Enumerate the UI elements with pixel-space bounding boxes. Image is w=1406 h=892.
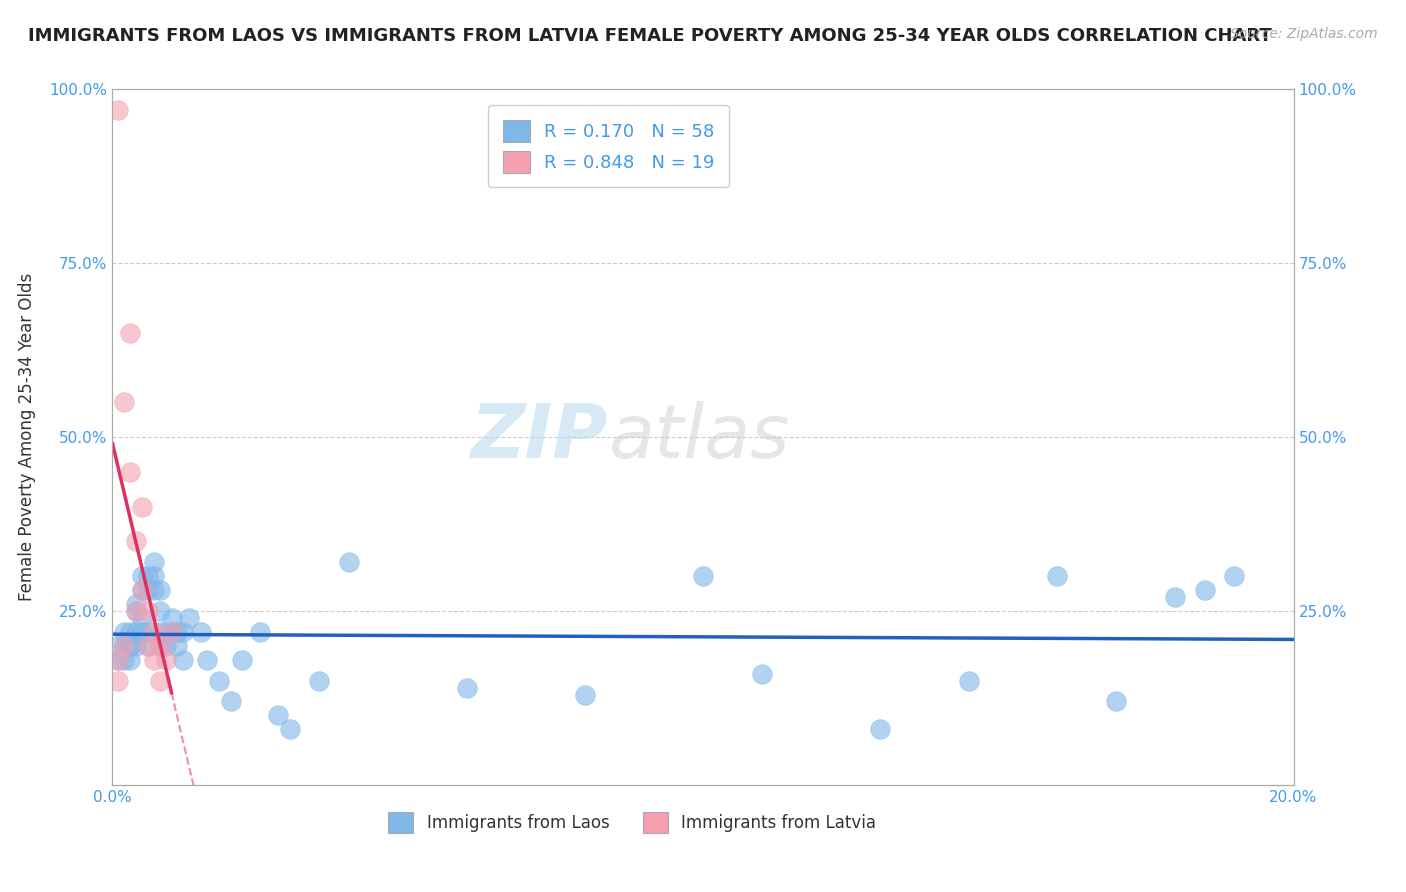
Point xyxy=(155,653,177,667)
Point xyxy=(149,673,172,688)
Point xyxy=(278,723,301,737)
Point xyxy=(869,723,891,737)
Point xyxy=(149,604,172,618)
Point xyxy=(751,666,773,681)
Point xyxy=(166,624,188,639)
Point xyxy=(142,555,165,569)
Point xyxy=(1105,694,1128,708)
Point xyxy=(267,708,290,723)
Point xyxy=(308,673,330,688)
Point xyxy=(172,653,194,667)
Legend: Immigrants from Laos, Immigrants from Latvia: Immigrants from Laos, Immigrants from La… xyxy=(381,805,883,839)
Point xyxy=(337,555,360,569)
Point xyxy=(107,103,129,117)
Text: IMMIGRANTS FROM LAOS VS IMMIGRANTS FROM LATVIA FEMALE POVERTY AMONG 25-34 YEAR O: IMMIGRANTS FROM LAOS VS IMMIGRANTS FROM … xyxy=(28,27,1272,45)
Point xyxy=(160,624,183,639)
Point xyxy=(125,597,148,611)
Point xyxy=(125,604,148,618)
Point xyxy=(160,624,183,639)
Point xyxy=(195,653,218,667)
Point xyxy=(1223,569,1246,583)
Point xyxy=(456,681,478,695)
Point xyxy=(1194,583,1216,598)
Point xyxy=(112,624,135,639)
Point xyxy=(208,673,231,688)
Point xyxy=(149,639,172,653)
Point xyxy=(131,624,153,639)
Point xyxy=(179,611,201,625)
Point xyxy=(107,673,129,688)
Point xyxy=(136,583,159,598)
Point xyxy=(155,624,177,639)
Point xyxy=(120,326,142,340)
Point xyxy=(219,694,242,708)
Text: atlas: atlas xyxy=(609,401,790,473)
Point xyxy=(112,395,135,409)
Point xyxy=(149,624,172,639)
Point xyxy=(166,639,188,653)
Point xyxy=(136,639,159,653)
Point xyxy=(692,569,714,583)
Point xyxy=(136,604,159,618)
Point xyxy=(107,653,129,667)
Point xyxy=(160,611,183,625)
Point xyxy=(120,639,142,653)
Point xyxy=(1164,590,1187,604)
Point xyxy=(142,624,165,639)
Point xyxy=(172,624,194,639)
Point xyxy=(231,653,253,667)
Point xyxy=(136,624,159,639)
Point xyxy=(136,639,159,653)
Point xyxy=(120,639,142,653)
Point xyxy=(149,639,172,653)
Text: ZIP: ZIP xyxy=(471,401,609,474)
Point xyxy=(142,569,165,583)
Point xyxy=(107,639,129,653)
Point xyxy=(1046,569,1069,583)
Point xyxy=(131,500,153,514)
Point xyxy=(125,639,148,653)
Point xyxy=(125,534,148,549)
Point xyxy=(112,639,135,653)
Point xyxy=(107,653,129,667)
Point xyxy=(131,583,153,598)
Point xyxy=(249,624,271,639)
Point xyxy=(190,624,212,639)
Point xyxy=(131,611,153,625)
Point xyxy=(136,569,159,583)
Point xyxy=(125,624,148,639)
Point xyxy=(120,653,142,667)
Point xyxy=(155,639,177,653)
Point xyxy=(142,583,165,598)
Point xyxy=(131,569,153,583)
Text: Source: ZipAtlas.com: Source: ZipAtlas.com xyxy=(1230,27,1378,41)
Point xyxy=(120,465,142,479)
Point xyxy=(957,673,980,688)
Point xyxy=(142,653,165,667)
Point xyxy=(112,653,135,667)
Point xyxy=(112,639,135,653)
Point xyxy=(120,624,142,639)
Point xyxy=(125,604,148,618)
Point xyxy=(149,583,172,598)
Point xyxy=(131,583,153,598)
Y-axis label: Female Poverty Among 25-34 Year Olds: Female Poverty Among 25-34 Year Olds xyxy=(18,273,35,601)
Point xyxy=(574,688,596,702)
